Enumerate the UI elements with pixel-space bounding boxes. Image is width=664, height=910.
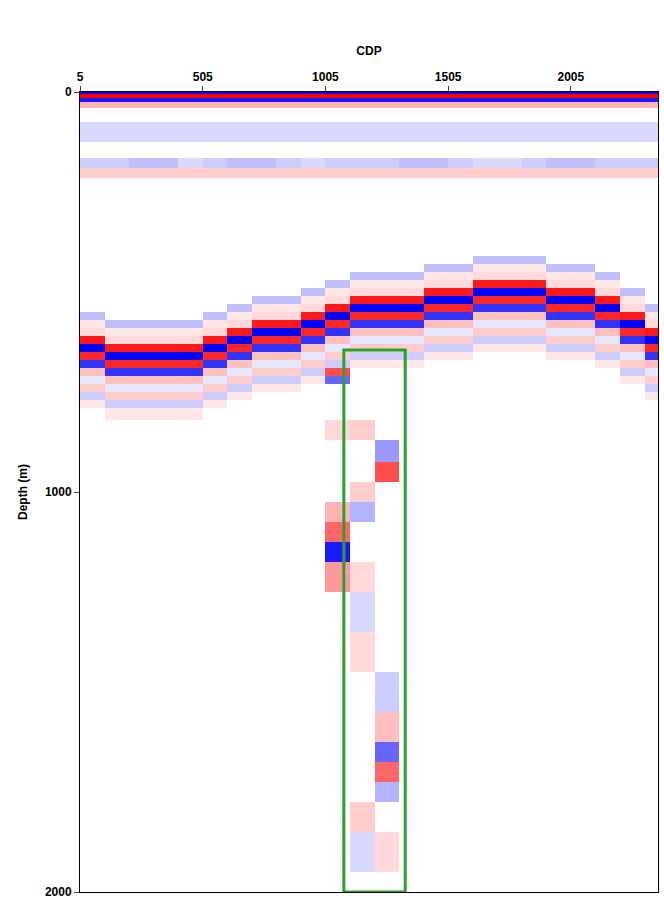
svg-text:1505: 1505 (435, 70, 462, 84)
svg-text:2005: 2005 (558, 70, 585, 84)
svg-text:0: 0 (65, 85, 72, 99)
svg-text:2000: 2000 (45, 885, 72, 899)
svg-text:1005: 1005 (312, 70, 339, 84)
svg-text:CDP: CDP (356, 44, 381, 58)
svg-text:Depth (m): Depth (m) (16, 464, 30, 520)
svg-text:505: 505 (193, 70, 213, 84)
svg-text:5: 5 (77, 70, 84, 84)
svg-text:1000: 1000 (45, 485, 72, 499)
